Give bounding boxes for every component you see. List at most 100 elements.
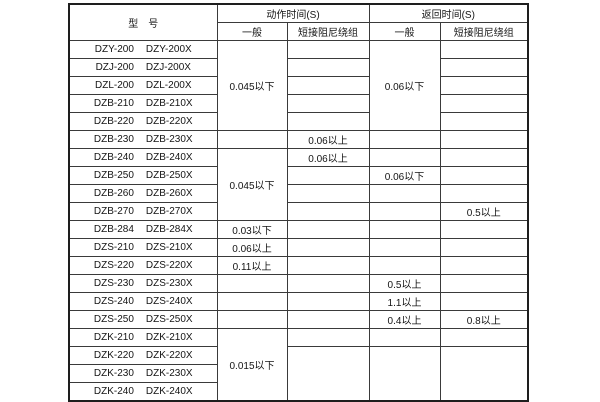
return-damping-cell (439, 166, 529, 185)
return-general-cell: 0.06以下 (368, 166, 441, 185)
return-damping-cell (439, 220, 529, 239)
action-damping-cell (286, 40, 370, 59)
action-general-merged-cell: 0.045以下 (216, 148, 288, 221)
model-name-x: DZL-200X (145, 80, 192, 91)
model-cell: DZK-210 DZK-210X (68, 328, 218, 347)
column-header-return-damping: 短接阻尼绕组 (439, 22, 529, 41)
table-row: DZS-220 DZS-220X 0.11以上 (68, 256, 529, 275)
action-damping-cell (286, 94, 370, 113)
model-name: DZK-210 (93, 332, 134, 343)
table-row: DZS-230 DZS-230X 0.5以上 (68, 274, 529, 293)
action-general-cell (216, 292, 288, 311)
column-header-action-general: 一般 (216, 22, 288, 41)
action-damping-cell (286, 166, 370, 185)
table-row: DZJ-200 DZJ-200X (68, 58, 529, 77)
model-name: DZB-260 (93, 188, 134, 199)
action-general-cell: 0.03以下 (216, 220, 288, 239)
return-general-cell (368, 202, 441, 221)
table-row: DZK-210 DZK-210X 0.015以下 (68, 328, 529, 402)
action-general-cell: 0.06以上 (216, 238, 288, 257)
table-row: DZS-240 DZS-240X 1.1以上 (68, 292, 529, 311)
model-name-x: DZB-284X (145, 224, 193, 235)
table-row: DZB-250 DZB-250X 0.06以下 (68, 166, 529, 185)
model-cell: DZB-220 DZB-220X (68, 112, 218, 131)
model-name: DZY-200 (94, 44, 134, 55)
model-name-x: DZJ-200X (145, 62, 191, 73)
action-general-cell (216, 274, 288, 293)
return-general-cell (368, 220, 441, 239)
model-name: DZS-210 (93, 242, 134, 253)
return-damping-cell (439, 58, 529, 77)
model-name-x: DZK-240X (145, 386, 193, 397)
table-row: DZB-240 DZB-240X 0.045以下 0.06以上 (68, 148, 529, 221)
column-header-return-general: 一般 (368, 22, 441, 41)
return-general-merged-cell (368, 346, 441, 402)
model-cell: DZB-230 DZB-230X (68, 130, 218, 149)
model-cell: DZS-220 DZS-220X (68, 256, 218, 275)
table-row: DZB-210 DZB-210X (68, 94, 529, 113)
action-damping-cell (286, 220, 370, 239)
return-damping-cell (439, 238, 529, 257)
table-row: DZK-220 DZK-220X (68, 346, 529, 402)
return-general-cell (368, 238, 441, 257)
return-damping-cell: 0.5以上 (439, 202, 529, 221)
return-damping-cell (439, 112, 529, 131)
return-general-cell (368, 130, 441, 149)
table-row: DZY-200 DZY-200X 0.045以下 0.06以下 (68, 40, 529, 131)
table-row: DZB-230 DZB-230X 0.06以上 (68, 130, 529, 149)
return-general-cell (368, 328, 441, 347)
model-name: DZB-220 (93, 116, 134, 127)
model-cell: DZS-210 DZS-210X (68, 238, 218, 257)
model-name-x: DZB-210X (145, 98, 193, 109)
model-name-x: DZB-260X (145, 188, 193, 199)
model-name-x: DZS-210X (145, 242, 193, 253)
model-cell: DZK-220 DZK-220X (68, 346, 218, 365)
return-damping-cell (439, 292, 529, 311)
action-general-cell (216, 130, 288, 149)
return-general-merged-cell: 0.06以下 (368, 40, 441, 131)
column-header-action-damping: 短接阻尼绕组 (286, 22, 370, 41)
action-damping-merged-cell (286, 346, 370, 402)
model-cell: DZS-230 DZS-230X (68, 274, 218, 293)
model-name-x: DZK-210X (145, 332, 193, 343)
header-row-2: 一般 短接阻尼绕组 一般 短接阻尼绕组 (69, 22, 529, 41)
model-cell: DZJ-200 DZJ-200X (68, 58, 218, 77)
model-name-x: DZY-200X (145, 44, 192, 55)
table-row: DZB-270 DZB-270X 0.5以上 (68, 202, 529, 221)
action-damping-cell (286, 76, 370, 95)
model-name: DZB-240 (93, 152, 134, 163)
model-cell: DZB-240 DZB-240X (68, 148, 218, 167)
return-general-cell: 0.4以上 (368, 310, 441, 329)
model-cell: DZS-250 DZS-250X (68, 310, 218, 329)
return-damping-cell (439, 76, 529, 95)
table-row: DZK-230 DZK-230X (68, 364, 528, 383)
model-name: DZB-230 (93, 134, 134, 145)
model-cell: DZB-210 DZB-210X (68, 94, 218, 113)
model-name-x: DZS-220X (145, 260, 193, 271)
model-name-x: DZB-230X (145, 134, 193, 145)
header-row-1: 型 号 动作时间(S) 返回时间(S) (68, 3, 529, 41)
return-damping-cell (439, 274, 529, 293)
table-row: DZS-210 DZS-210X 0.06以上 (68, 238, 529, 257)
model-name-x: DZB-240X (145, 152, 193, 163)
table-row: DZL-200 DZL-200X (68, 76, 529, 95)
model-cell: DZK-230 DZK-230X (68, 364, 218, 383)
relay-spec-table-container: 型 号 动作时间(S) 返回时间(S) 一般 短接阻尼绕组 一般 短接阻尼绕组 … (68, 3, 529, 402)
model-name-x: DZS-250X (145, 314, 193, 325)
return-general-cell (368, 148, 441, 167)
model-name: DZJ-200 (95, 62, 134, 73)
return-damping-cell (439, 184, 529, 203)
model-name: DZB-210 (93, 98, 134, 109)
model-name: DZK-240 (93, 386, 134, 397)
return-damping-merged-cell (439, 346, 529, 402)
model-cell: DZB-260 DZB-260X (68, 184, 218, 203)
action-damping-cell (286, 238, 370, 257)
model-name-x: DZS-240X (145, 296, 193, 307)
return-damping-cell (439, 130, 529, 149)
column-header-model: 型 号 (68, 3, 218, 41)
column-header-return-time: 返回时间(S) (368, 3, 529, 23)
model-name: DZB-284 (93, 224, 134, 235)
table-row: DZB-260 DZB-260X (68, 184, 529, 203)
action-general-cell (216, 310, 288, 329)
action-damping-cell (286, 310, 370, 329)
